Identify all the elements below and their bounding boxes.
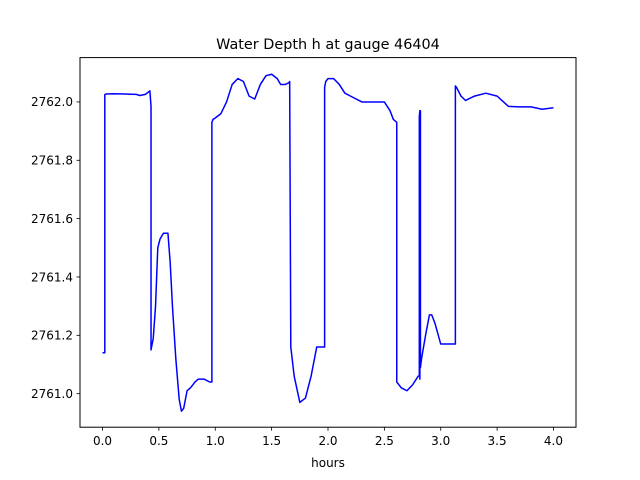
x-tick-label: 4.0	[544, 434, 563, 448]
axis-ticks: 0.0 0.5 1.0 1.5 2.0 2.5 3.0 3.5 4.0 2761.0 2761.2 2…	[31, 95, 563, 448]
y-tick-label: 2761.6	[31, 212, 73, 226]
y-tick-label: 2761.4	[31, 270, 73, 284]
y-tick-label: 2761.2	[31, 329, 73, 343]
chart-title: Water Depth h at gauge 46404	[216, 37, 440, 53]
x-tick-label: 0.5	[149, 434, 168, 448]
y-tick-label: 2761.0	[31, 387, 73, 401]
axes-frame	[79, 57, 577, 428]
x-tick-label: 1.5	[262, 434, 281, 448]
x-tick-label: 0.0	[93, 434, 112, 448]
x-tick-label: 3.0	[431, 434, 450, 448]
x-tick-label: 2.5	[375, 434, 394, 448]
y-tick-label: 2761.8	[31, 154, 73, 168]
x-tick-label: 2.0	[318, 434, 337, 448]
y-tick-label: 2762.0	[31, 95, 73, 109]
series-line-0	[102, 73, 554, 412]
x-tick-label: 1.0	[206, 434, 225, 448]
plot-area	[102, 73, 554, 412]
x-tick-label: 3.5	[488, 434, 507, 448]
x-axis-label: hours	[311, 456, 345, 470]
